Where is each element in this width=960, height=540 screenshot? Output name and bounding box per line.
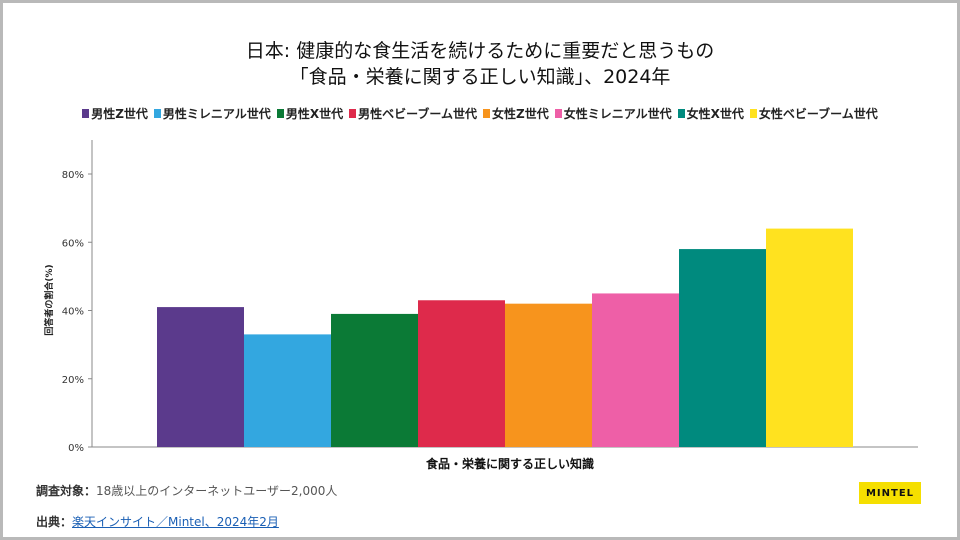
bar [244, 334, 331, 447]
chart-title-line2: 「食品・栄養に関する正しい知識」、2024年 [289, 66, 671, 88]
brand-logo: MINTEL [859, 482, 921, 504]
legend-item: 男性ミレニアル世代 [153, 105, 271, 122]
legend-swatch [82, 109, 90, 118]
legend-swatch [276, 109, 284, 118]
chart-title-line1: 日本: 健康的な食生活を続けるために重要だと思うもの [245, 40, 715, 62]
chart-legend: 男性Z世代 男性ミレニアル世代 男性X世代 男性ベビーブーム世代 女性Z世代 女性ミレニア… [0, 105, 960, 122]
legend-swatch [349, 109, 357, 118]
legend-swatch [153, 109, 161, 118]
y-tick-label: 80% [62, 170, 84, 181]
bar [679, 249, 766, 447]
bar [418, 300, 505, 447]
legend-swatch [677, 109, 685, 118]
y-tick-label: 20% [62, 375, 84, 386]
legend-label: 男性ミレニアル世代 [162, 107, 271, 121]
bar [505, 303, 592, 447]
legend-swatch [554, 109, 562, 118]
source-label: 出典： [36, 515, 73, 529]
legend-item: 女性ミレニアル世代 [554, 105, 672, 122]
legend-item: 女性ベビーブーム世代 [749, 105, 878, 122]
y-tick-label: 0% [68, 443, 84, 454]
y-axis-title: 回答者の割合(%) [43, 264, 55, 335]
legend-item: 女性Z世代 [483, 105, 549, 122]
legend-label: 男性Z世代 [91, 107, 148, 121]
legend-item: 男性ベビーブーム世代 [349, 105, 477, 122]
legend-item: 女性X世代 [677, 105, 744, 122]
bar [766, 228, 853, 447]
x-category-label: 食品・栄養に関する正しい知識 [425, 456, 594, 471]
y-tick-label: 40% [62, 307, 84, 318]
legend-label: 女性X世代 [686, 107, 744, 121]
legend-label: 男性X世代 [285, 107, 344, 121]
bar [592, 293, 679, 447]
sample-label: 調査対象： [36, 484, 97, 498]
chart-title: 日本: 健康的な食生活を続けるために重要だと思うもの 「食品・栄養に関する正しい… [0, 38, 960, 90]
y-tick-label: 60% [62, 238, 84, 249]
footer-source: 出典：楽天インサイト／Mintel、2024年2月 [36, 513, 279, 530]
legend-label: 女性ベビーブーム世代 [758, 107, 878, 121]
legend-label: 男性ベビーブーム世代 [358, 107, 477, 121]
sample-text: 18歳以上のインターネットユーザー2,000人 [96, 484, 338, 498]
source-link[interactable]: 楽天インサイト／Mintel、2024年2月 [72, 515, 279, 529]
footer-sample: 調査対象：18歳以上のインターネットユーザー2,000人 [36, 482, 337, 499]
legend-label: 女性Z世代 [492, 107, 549, 121]
legend-label: 女性ミレニアル世代 [563, 107, 672, 121]
bar [331, 313, 418, 447]
legend-item: 男性Z世代 [82, 105, 148, 122]
legend-item: 男性X世代 [276, 105, 344, 122]
legend-swatch [749, 109, 757, 118]
legend-swatch [483, 109, 490, 118]
bar [157, 307, 244, 447]
